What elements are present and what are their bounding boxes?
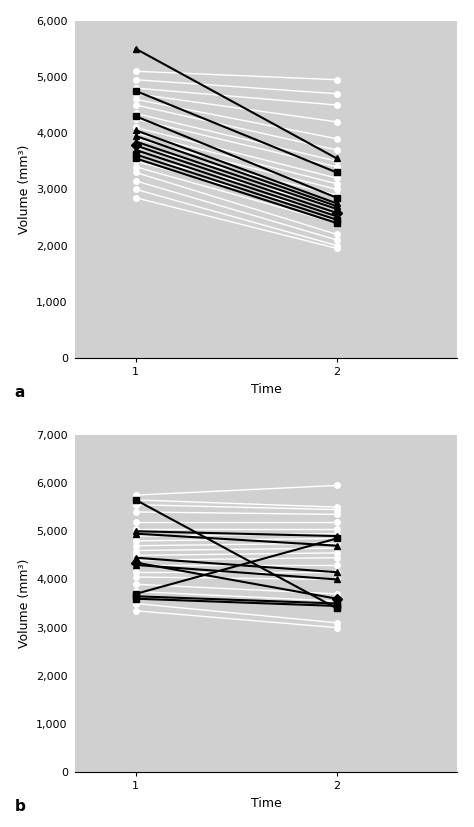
X-axis label: Time: Time: [251, 383, 282, 395]
X-axis label: Time: Time: [251, 796, 282, 810]
Text: a: a: [14, 385, 25, 400]
Text: b: b: [14, 799, 25, 814]
Y-axis label: Volume (mm³): Volume (mm³): [18, 559, 31, 648]
Y-axis label: Volume (mm³): Volume (mm³): [18, 145, 31, 234]
